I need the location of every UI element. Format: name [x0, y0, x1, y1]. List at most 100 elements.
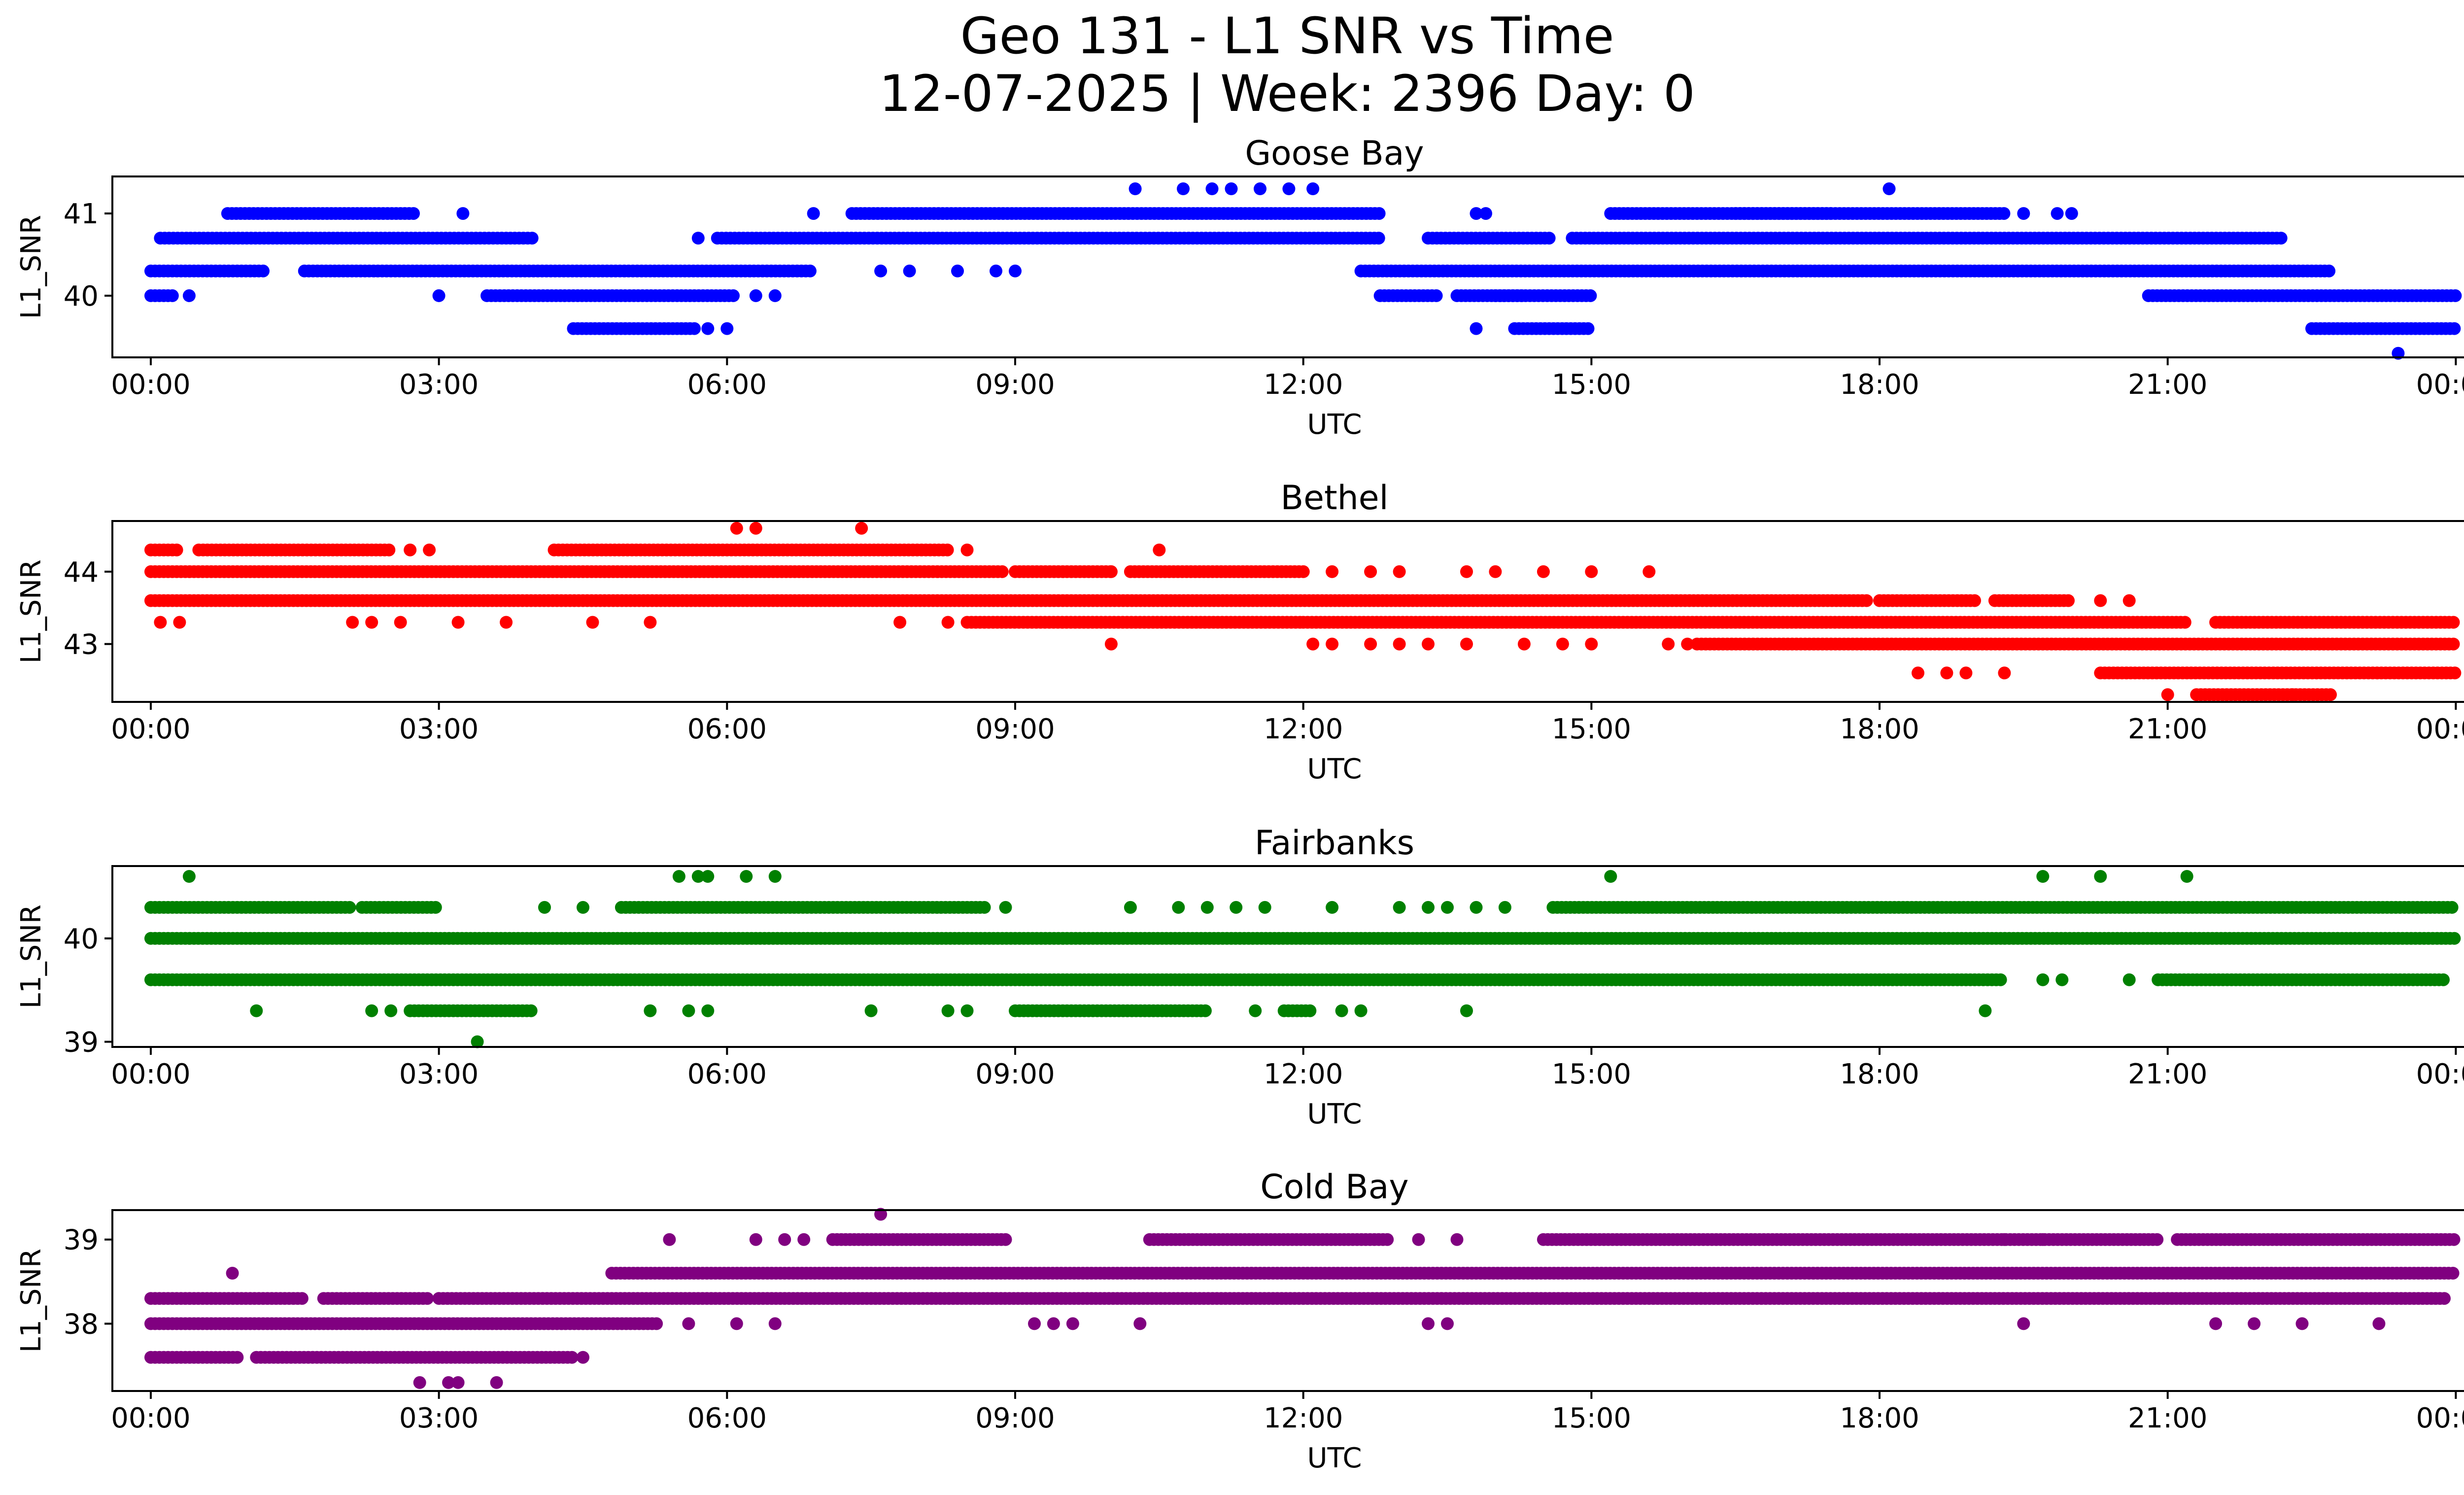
data-point [2161, 688, 2174, 701]
x-tick-label: 00:00 [2416, 369, 2464, 401]
data-point [740, 870, 753, 883]
data-point [2447, 637, 2460, 651]
y-axis-label: L1_SNR [15, 904, 47, 1008]
data-point [1412, 1233, 1425, 1246]
data-point [672, 870, 685, 883]
data-point [960, 1004, 974, 1017]
data-point [1258, 901, 1271, 914]
data-point [903, 264, 916, 278]
x-tick-label: 15:00 [1552, 713, 1631, 745]
data-point [874, 264, 888, 278]
x-tick-label: 18:00 [1840, 369, 1919, 401]
data-point [384, 1004, 398, 1017]
data-point [1153, 543, 1166, 556]
data-point [1460, 637, 1473, 651]
figure-title-line1: Geo 131 - L1 SNR vs Time [960, 7, 1614, 66]
data-point [1393, 901, 1406, 914]
data-point [2151, 1233, 2164, 1246]
data-point [720, 322, 734, 335]
data-point [2448, 322, 2461, 335]
data-point [1303, 1004, 1317, 1017]
data-point [2122, 594, 2136, 607]
x-axis-label: UTC [1307, 1098, 1362, 1130]
data-point [1968, 594, 1981, 607]
data-point [1422, 637, 1435, 651]
data-point [999, 1233, 1012, 1246]
data-point [538, 901, 551, 914]
scatter-series [144, 870, 2461, 1048]
data-point [456, 207, 470, 220]
x-tick-label: 00:00 [2416, 713, 2464, 745]
data-point [797, 1233, 811, 1246]
data-point [1422, 901, 1435, 914]
data-point [429, 901, 442, 914]
figure-title-line2: 12-07-2025 | Week: 2396 Day: 0 [879, 65, 1695, 123]
data-point [644, 616, 657, 629]
data-point [1681, 637, 1694, 651]
data-point [2448, 932, 2461, 945]
data-point [701, 870, 715, 883]
data-point [2036, 1233, 2050, 1246]
data-point [1372, 207, 1386, 220]
data-point [166, 289, 179, 302]
data-point [663, 1233, 676, 1246]
data-point [1430, 289, 1443, 302]
data-point [1254, 182, 1266, 195]
subplot-title: Goose Bay [1245, 134, 1424, 173]
data-point [1542, 232, 1556, 245]
data-point [1326, 637, 1339, 651]
subplot-title: Bethel [1281, 479, 1389, 518]
data-point [1372, 232, 1385, 245]
x-tick-label: 15:00 [1552, 369, 1631, 401]
data-point [1441, 901, 1454, 914]
data-point [182, 870, 196, 883]
y-tick-label: 39 [64, 1027, 99, 1059]
data-point [2062, 594, 2075, 607]
data-point [1460, 565, 1473, 578]
data-point [644, 1004, 657, 1017]
data-point [1940, 666, 1953, 680]
data-point [807, 207, 820, 220]
data-point [1860, 594, 1873, 607]
data-point [1585, 637, 1598, 651]
x-tick-label: 21:00 [2128, 1058, 2207, 1090]
data-point [1537, 565, 1550, 578]
data-point [2445, 901, 2459, 914]
y-tick-label: 43 [64, 629, 99, 661]
data-point [941, 1004, 955, 1017]
x-tick-label: 00:00 [111, 713, 190, 745]
data-point [2449, 289, 2462, 302]
data-point [2017, 207, 2030, 220]
data-point [1225, 182, 1238, 195]
data-point [1824, 207, 1837, 220]
data-point [688, 322, 701, 335]
data-point [1581, 322, 1595, 335]
data-point [1104, 637, 1118, 651]
x-tick-label: 21:00 [2128, 369, 2207, 401]
data-point [1479, 207, 1492, 220]
data-point [727, 289, 740, 302]
data-point [257, 264, 270, 278]
data-point [577, 901, 589, 914]
data-point [768, 870, 782, 883]
data-point [1129, 182, 1142, 195]
data-point [2323, 264, 2336, 278]
data-point [1326, 901, 1339, 914]
data-point [941, 543, 954, 556]
data-point [250, 1004, 263, 1017]
x-tick-label: 06:00 [687, 1058, 767, 1090]
x-tick-label: 12:00 [1264, 1058, 1343, 1090]
data-point [170, 543, 183, 556]
x-axis-label: UTC [1307, 409, 1362, 441]
data-point [999, 901, 1012, 914]
data-point [1393, 637, 1406, 651]
data-point [2447, 1233, 2461, 1246]
data-point [1556, 637, 1569, 651]
data-point [2065, 207, 2078, 220]
data-point [778, 1233, 791, 1246]
data-point [525, 232, 539, 245]
data-point [1470, 901, 1483, 914]
